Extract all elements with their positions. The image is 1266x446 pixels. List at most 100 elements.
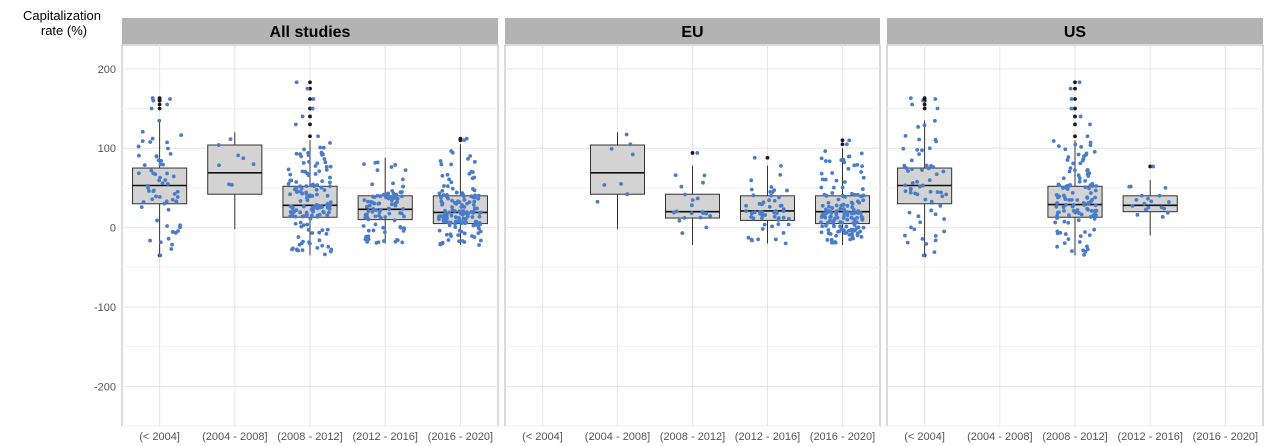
y-tick-label-200: 200 bbox=[98, 64, 116, 76]
data-point bbox=[695, 196, 700, 201]
data-point bbox=[628, 142, 633, 147]
data-point bbox=[1079, 145, 1084, 149]
data-point bbox=[311, 209, 316, 214]
outlier-point bbox=[308, 122, 312, 127]
data-point bbox=[915, 179, 919, 184]
data-point bbox=[386, 191, 391, 196]
data-point bbox=[630, 152, 635, 157]
outlier-point bbox=[1073, 114, 1077, 119]
data-point bbox=[447, 177, 452, 182]
data-point bbox=[176, 229, 180, 233]
data-point bbox=[823, 207, 828, 212]
data-point bbox=[302, 147, 306, 152]
data-point bbox=[1061, 205, 1066, 209]
data-point bbox=[1088, 140, 1093, 145]
data-point bbox=[744, 209, 749, 213]
data-point bbox=[682, 216, 687, 220]
data-point bbox=[437, 228, 442, 233]
data-point bbox=[370, 182, 375, 187]
data-point bbox=[399, 194, 404, 199]
data-point bbox=[851, 236, 855, 241]
data-point bbox=[1077, 211, 1081, 215]
data-point bbox=[1053, 220, 1058, 225]
data-point bbox=[374, 240, 379, 245]
data-point bbox=[327, 207, 332, 211]
outlier-point bbox=[157, 102, 162, 107]
data-point bbox=[378, 207, 383, 212]
data-point bbox=[162, 201, 167, 206]
data-point bbox=[935, 106, 940, 111]
data-point bbox=[454, 190, 459, 195]
data-point bbox=[454, 201, 459, 206]
data-point bbox=[1055, 244, 1060, 249]
data-point bbox=[1066, 237, 1071, 242]
data-point bbox=[453, 222, 457, 226]
data-point bbox=[319, 185, 324, 190]
data-point bbox=[830, 171, 835, 175]
data-point bbox=[317, 238, 322, 243]
data-point bbox=[170, 242, 174, 247]
x-tick-label-2008-2012: (2008 - 2012] bbox=[660, 431, 725, 443]
x-tick-label-2004-2008: (2004 - 2008] bbox=[585, 431, 650, 443]
data-point bbox=[826, 200, 831, 205]
data-point bbox=[1068, 166, 1073, 171]
outlier-point bbox=[1148, 164, 1153, 169]
data-point bbox=[832, 224, 836, 229]
data-point bbox=[855, 162, 860, 167]
data-point bbox=[378, 216, 383, 220]
x-tick-label-2004: (< 2004] bbox=[904, 431, 945, 443]
data-point bbox=[148, 140, 153, 144]
data-point bbox=[366, 237, 371, 242]
data-point bbox=[860, 187, 865, 191]
data-point bbox=[470, 234, 474, 238]
data-point bbox=[299, 241, 304, 246]
outlier-point bbox=[922, 106, 927, 111]
data-point bbox=[311, 182, 315, 187]
data-point bbox=[840, 220, 845, 225]
data-point bbox=[940, 194, 945, 199]
data-point bbox=[1082, 253, 1086, 257]
data-point bbox=[942, 217, 947, 222]
x-tick-label-2016-2020: (2016 - 2020] bbox=[428, 431, 493, 443]
data-point bbox=[619, 181, 623, 186]
data-point bbox=[440, 201, 445, 206]
data-point bbox=[1159, 205, 1164, 210]
data-point bbox=[294, 208, 299, 212]
data-point bbox=[595, 199, 600, 204]
data-point bbox=[391, 181, 395, 186]
data-point bbox=[1085, 196, 1090, 200]
data-point bbox=[1051, 139, 1056, 143]
data-point bbox=[306, 151, 311, 155]
data-point bbox=[1061, 176, 1066, 181]
data-point bbox=[1077, 176, 1082, 181]
data-point bbox=[1068, 86, 1073, 91]
data-point bbox=[912, 227, 917, 232]
box-iqr bbox=[590, 144, 645, 195]
data-point bbox=[847, 138, 852, 143]
data-point bbox=[140, 139, 145, 144]
data-point bbox=[861, 225, 866, 230]
data-point bbox=[929, 199, 934, 204]
data-point bbox=[389, 198, 394, 203]
data-point bbox=[1088, 143, 1093, 148]
data-point bbox=[1077, 240, 1082, 244]
data-point bbox=[935, 190, 940, 194]
box-2008-2012 bbox=[665, 151, 720, 246]
data-point bbox=[680, 231, 685, 235]
data-point bbox=[393, 163, 398, 167]
data-point bbox=[772, 214, 777, 219]
data-point bbox=[230, 183, 234, 187]
data-point bbox=[843, 231, 848, 236]
data-point bbox=[829, 240, 834, 245]
data-point bbox=[328, 175, 332, 180]
data-point bbox=[1160, 214, 1165, 219]
data-point bbox=[315, 192, 319, 197]
y-axis-tick-labels: -200 -100 0 100 200 bbox=[94, 64, 116, 394]
data-point bbox=[402, 214, 406, 219]
data-point bbox=[477, 214, 482, 219]
data-point bbox=[1076, 218, 1081, 222]
data-point bbox=[944, 192, 949, 197]
data-point bbox=[470, 215, 475, 219]
data-point bbox=[826, 209, 831, 213]
data-point bbox=[767, 205, 772, 209]
